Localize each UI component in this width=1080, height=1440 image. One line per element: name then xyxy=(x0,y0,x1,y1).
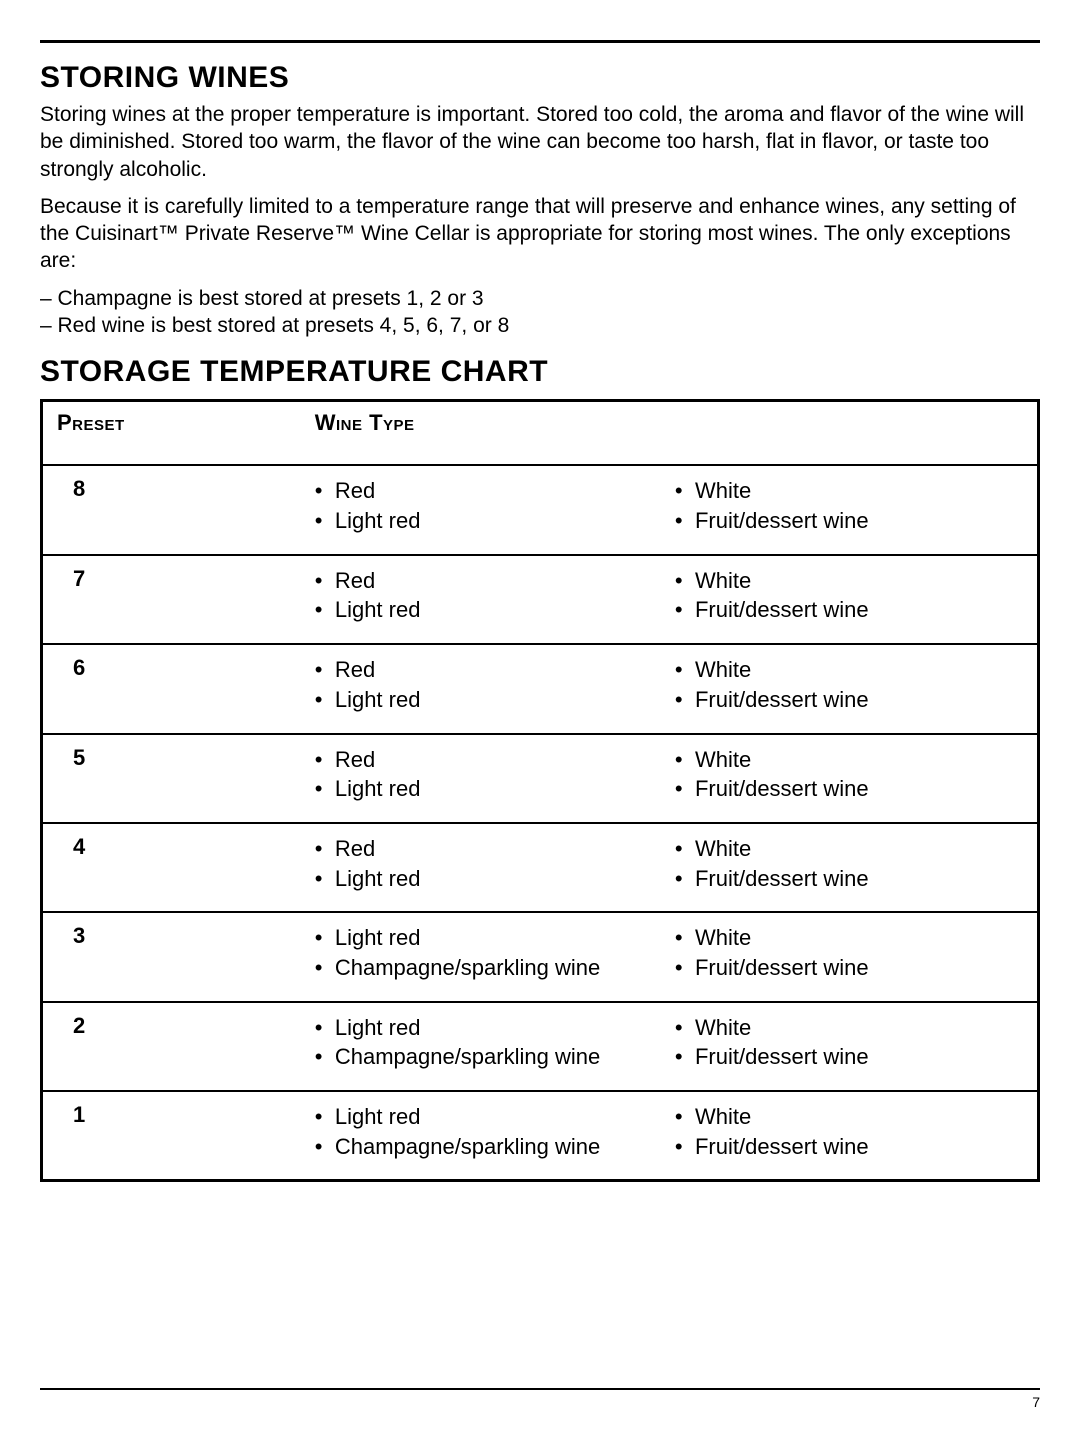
wine-item: • Champagne/sparkling wine xyxy=(315,953,663,983)
preset-cell: 7 xyxy=(42,555,301,644)
wine-type-cell: • Light red• Champagne/sparkling wine • W… xyxy=(301,1002,1039,1091)
table-row: 8 • Red• Light red • White• Fruit/dessert … xyxy=(42,465,1039,554)
wine-item: • White xyxy=(675,923,1023,953)
wine-item: • Light red xyxy=(315,1102,663,1132)
wine-item: • Light red xyxy=(315,685,663,715)
wine-item: • White xyxy=(675,745,1023,775)
storage-temperature-table: Preset Wine Type 8• Red• Light red• Whit… xyxy=(40,399,1040,1182)
wine-item: • Fruit/dessert wine xyxy=(675,1042,1023,1072)
document-page: STORING WINES Storing wines at the prope… xyxy=(0,0,1080,1440)
wine-type-cell: • Red• Light red • White• Fruit/dessert w… xyxy=(301,823,1039,912)
exception-line-1: – Champagne is best stored at presets 1,… xyxy=(40,285,1040,312)
wine-item: • Champagne/sparkling wine xyxy=(315,1132,663,1162)
table-row: 4 • Red• Light red • White• Fruit/dessert … xyxy=(42,823,1039,912)
paragraph-storing-1: Storing wines at the proper temperature … xyxy=(40,101,1040,183)
wine-item: • Light red xyxy=(315,595,663,625)
wine-item: • Fruit/dessert wine xyxy=(675,864,1023,894)
wine-item: • White xyxy=(675,1102,1023,1132)
exception-line-2: – Red wine is best stored at presets 4, … xyxy=(40,312,1040,339)
preset-cell: 4 xyxy=(42,823,301,912)
wine-item: • Fruit/dessert wine xyxy=(675,953,1023,983)
table-row: 6 • Red• Light red • White• Fruit/dessert … xyxy=(42,644,1039,733)
wine-type-cell: • Red• Light red • White• Fruit/dessert w… xyxy=(301,644,1039,733)
wine-item: • White xyxy=(675,834,1023,864)
preset-cell: 3 xyxy=(42,912,301,1001)
page-number: 7 xyxy=(40,1394,1040,1410)
wine-item: • Red xyxy=(315,655,663,685)
table-header-row: Preset Wine Type xyxy=(42,401,1039,466)
wine-item: • Light red xyxy=(315,506,663,536)
wine-item: • White xyxy=(675,566,1023,596)
wine-item: • Red xyxy=(315,834,663,864)
header-preset: Preset xyxy=(42,401,301,466)
wine-item: • Fruit/dessert wine xyxy=(675,685,1023,715)
table-row: 3• Light red• Champagne/sparkling wine• … xyxy=(42,912,1039,1001)
page-footer: 7 xyxy=(40,1388,1040,1410)
wine-item: • White xyxy=(675,1013,1023,1043)
wine-item: • Champagne/sparkling wine xyxy=(315,1042,663,1072)
wine-type-cell: • Red• Light red • White• Fruit/dessert w… xyxy=(301,465,1039,554)
wine-item: • Light red xyxy=(315,864,663,894)
wine-item: • Red xyxy=(315,745,663,775)
wine-item: • Red xyxy=(315,476,663,506)
wine-type-cell: • Light red• Champagne/sparkling wine • W… xyxy=(301,1091,1039,1181)
wine-item: • White xyxy=(675,655,1023,685)
wine-item: • Fruit/dessert wine xyxy=(675,774,1023,804)
table-row: 1• Light red• Champagne/sparkling wine• … xyxy=(42,1091,1039,1181)
footer-rule xyxy=(40,1388,1040,1390)
table-row: 2• Light red• Champagne/sparkling wine• … xyxy=(42,1002,1039,1091)
wine-type-cell: • Light red• Champagne/sparkling wine • W… xyxy=(301,912,1039,1001)
section-title-chart: STORAGE TEMPERATURE CHART xyxy=(40,355,1040,389)
wine-item: • Light red xyxy=(315,1013,663,1043)
header-winetype: Wine Type xyxy=(301,401,1039,466)
preset-cell: 2 xyxy=(42,1002,301,1091)
wine-type-cell: • Red• Light red • White• Fruit/dessert w… xyxy=(301,555,1039,644)
table-row: 7 • Red• Light red • White• Fruit/dessert … xyxy=(42,555,1039,644)
wine-item: • White xyxy=(675,476,1023,506)
preset-cell: 5 xyxy=(42,734,301,823)
wine-item: • Fruit/dessert wine xyxy=(675,1132,1023,1162)
wine-item: • Red xyxy=(315,566,663,596)
wine-item: • Light red xyxy=(315,774,663,804)
preset-cell: 6 xyxy=(42,644,301,733)
wine-item: • Fruit/dessert wine xyxy=(675,595,1023,625)
top-rule xyxy=(40,40,1040,43)
wine-item: • Light red xyxy=(315,923,663,953)
paragraph-storing-2: Because it is carefully limited to a tem… xyxy=(40,193,1040,275)
wine-type-cell: • Red• Light red • White• Fruit/dessert w… xyxy=(301,734,1039,823)
table-row: 5 • Red• Light red • White• Fruit/dessert … xyxy=(42,734,1039,823)
section-title-storing: STORING WINES xyxy=(40,61,1040,95)
wine-item: • Fruit/dessert wine xyxy=(675,506,1023,536)
preset-cell: 1 xyxy=(42,1091,301,1181)
preset-cell: 8 xyxy=(42,465,301,554)
